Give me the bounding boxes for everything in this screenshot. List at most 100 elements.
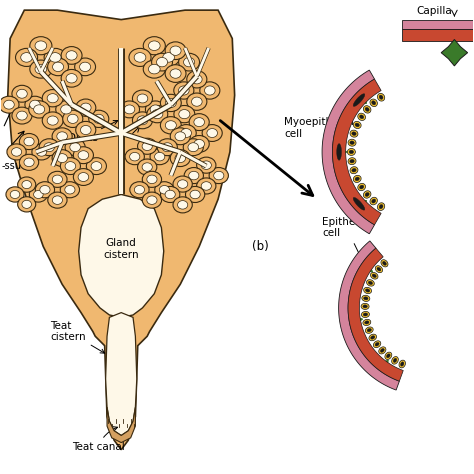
Ellipse shape [377, 203, 385, 210]
Polygon shape [348, 248, 403, 381]
Text: (b): (b) [252, 240, 269, 253]
Ellipse shape [157, 48, 180, 66]
Ellipse shape [381, 348, 384, 352]
Ellipse shape [42, 90, 63, 107]
Ellipse shape [32, 144, 51, 160]
Ellipse shape [19, 155, 39, 170]
Ellipse shape [185, 186, 205, 202]
Ellipse shape [191, 75, 202, 84]
Ellipse shape [152, 109, 163, 118]
Ellipse shape [189, 136, 209, 152]
Ellipse shape [191, 97, 202, 106]
Text: Gland
cistern: Gland cistern [103, 238, 139, 260]
Ellipse shape [22, 201, 31, 209]
Ellipse shape [170, 150, 191, 166]
Ellipse shape [76, 99, 96, 116]
Ellipse shape [353, 94, 365, 107]
Ellipse shape [197, 157, 216, 173]
Ellipse shape [6, 187, 24, 202]
Ellipse shape [44, 143, 55, 152]
Ellipse shape [189, 114, 209, 130]
Ellipse shape [364, 106, 371, 113]
Ellipse shape [29, 187, 47, 202]
Polygon shape [106, 313, 137, 436]
Ellipse shape [134, 185, 145, 194]
Ellipse shape [130, 182, 149, 198]
Ellipse shape [178, 180, 188, 188]
Ellipse shape [52, 150, 72, 166]
Ellipse shape [375, 266, 383, 273]
Ellipse shape [348, 139, 356, 146]
Ellipse shape [353, 121, 361, 128]
Ellipse shape [159, 185, 170, 194]
Text: Capilla: Capilla [417, 6, 452, 16]
Ellipse shape [165, 99, 176, 108]
Ellipse shape [146, 101, 165, 118]
Ellipse shape [365, 289, 370, 292]
Ellipse shape [170, 69, 181, 78]
Ellipse shape [214, 171, 224, 180]
Ellipse shape [42, 112, 63, 129]
Ellipse shape [209, 167, 228, 183]
Ellipse shape [65, 139, 85, 155]
Ellipse shape [363, 305, 367, 308]
Ellipse shape [366, 280, 374, 286]
Ellipse shape [150, 149, 169, 164]
Ellipse shape [142, 171, 162, 187]
Ellipse shape [370, 197, 377, 205]
Ellipse shape [57, 132, 67, 141]
Ellipse shape [163, 53, 174, 62]
Ellipse shape [364, 297, 368, 300]
Ellipse shape [347, 148, 356, 155]
Ellipse shape [386, 354, 390, 358]
Ellipse shape [81, 126, 91, 135]
Ellipse shape [57, 154, 67, 163]
Ellipse shape [365, 327, 373, 333]
Ellipse shape [142, 163, 152, 171]
Polygon shape [402, 19, 474, 29]
Ellipse shape [353, 175, 361, 182]
Ellipse shape [34, 191, 43, 199]
Polygon shape [402, 29, 474, 41]
Ellipse shape [202, 125, 222, 141]
Ellipse shape [35, 41, 47, 51]
Ellipse shape [24, 137, 34, 146]
Ellipse shape [124, 105, 135, 114]
Ellipse shape [18, 177, 36, 192]
Ellipse shape [207, 128, 218, 137]
Ellipse shape [34, 105, 45, 114]
Ellipse shape [369, 334, 376, 341]
Text: Teat
cistern: Teat cistern [50, 321, 105, 353]
Ellipse shape [165, 65, 186, 82]
Ellipse shape [355, 123, 359, 127]
Ellipse shape [349, 150, 354, 154]
Ellipse shape [372, 274, 376, 277]
Ellipse shape [91, 162, 102, 171]
Ellipse shape [371, 273, 378, 279]
Text: Teat canal: Teat canal [72, 427, 124, 452]
Ellipse shape [155, 182, 174, 198]
Ellipse shape [30, 36, 52, 55]
Ellipse shape [170, 46, 181, 55]
Ellipse shape [81, 103, 91, 112]
Ellipse shape [379, 347, 386, 354]
Ellipse shape [73, 169, 93, 185]
Ellipse shape [179, 86, 189, 95]
Ellipse shape [22, 181, 31, 189]
Text: Myoepithelial
cell: Myoepithelial cell [284, 118, 354, 149]
Ellipse shape [161, 186, 180, 202]
Ellipse shape [367, 328, 372, 332]
Ellipse shape [63, 110, 83, 128]
Ellipse shape [188, 143, 199, 152]
Ellipse shape [137, 116, 148, 125]
Ellipse shape [67, 114, 78, 123]
Ellipse shape [147, 196, 157, 204]
Ellipse shape [375, 342, 379, 346]
Ellipse shape [47, 116, 58, 125]
Ellipse shape [148, 64, 160, 74]
Ellipse shape [401, 362, 404, 366]
Ellipse shape [152, 53, 173, 71]
Ellipse shape [21, 53, 32, 62]
Text: Ducts: Ducts [68, 120, 118, 143]
Polygon shape [79, 194, 164, 318]
